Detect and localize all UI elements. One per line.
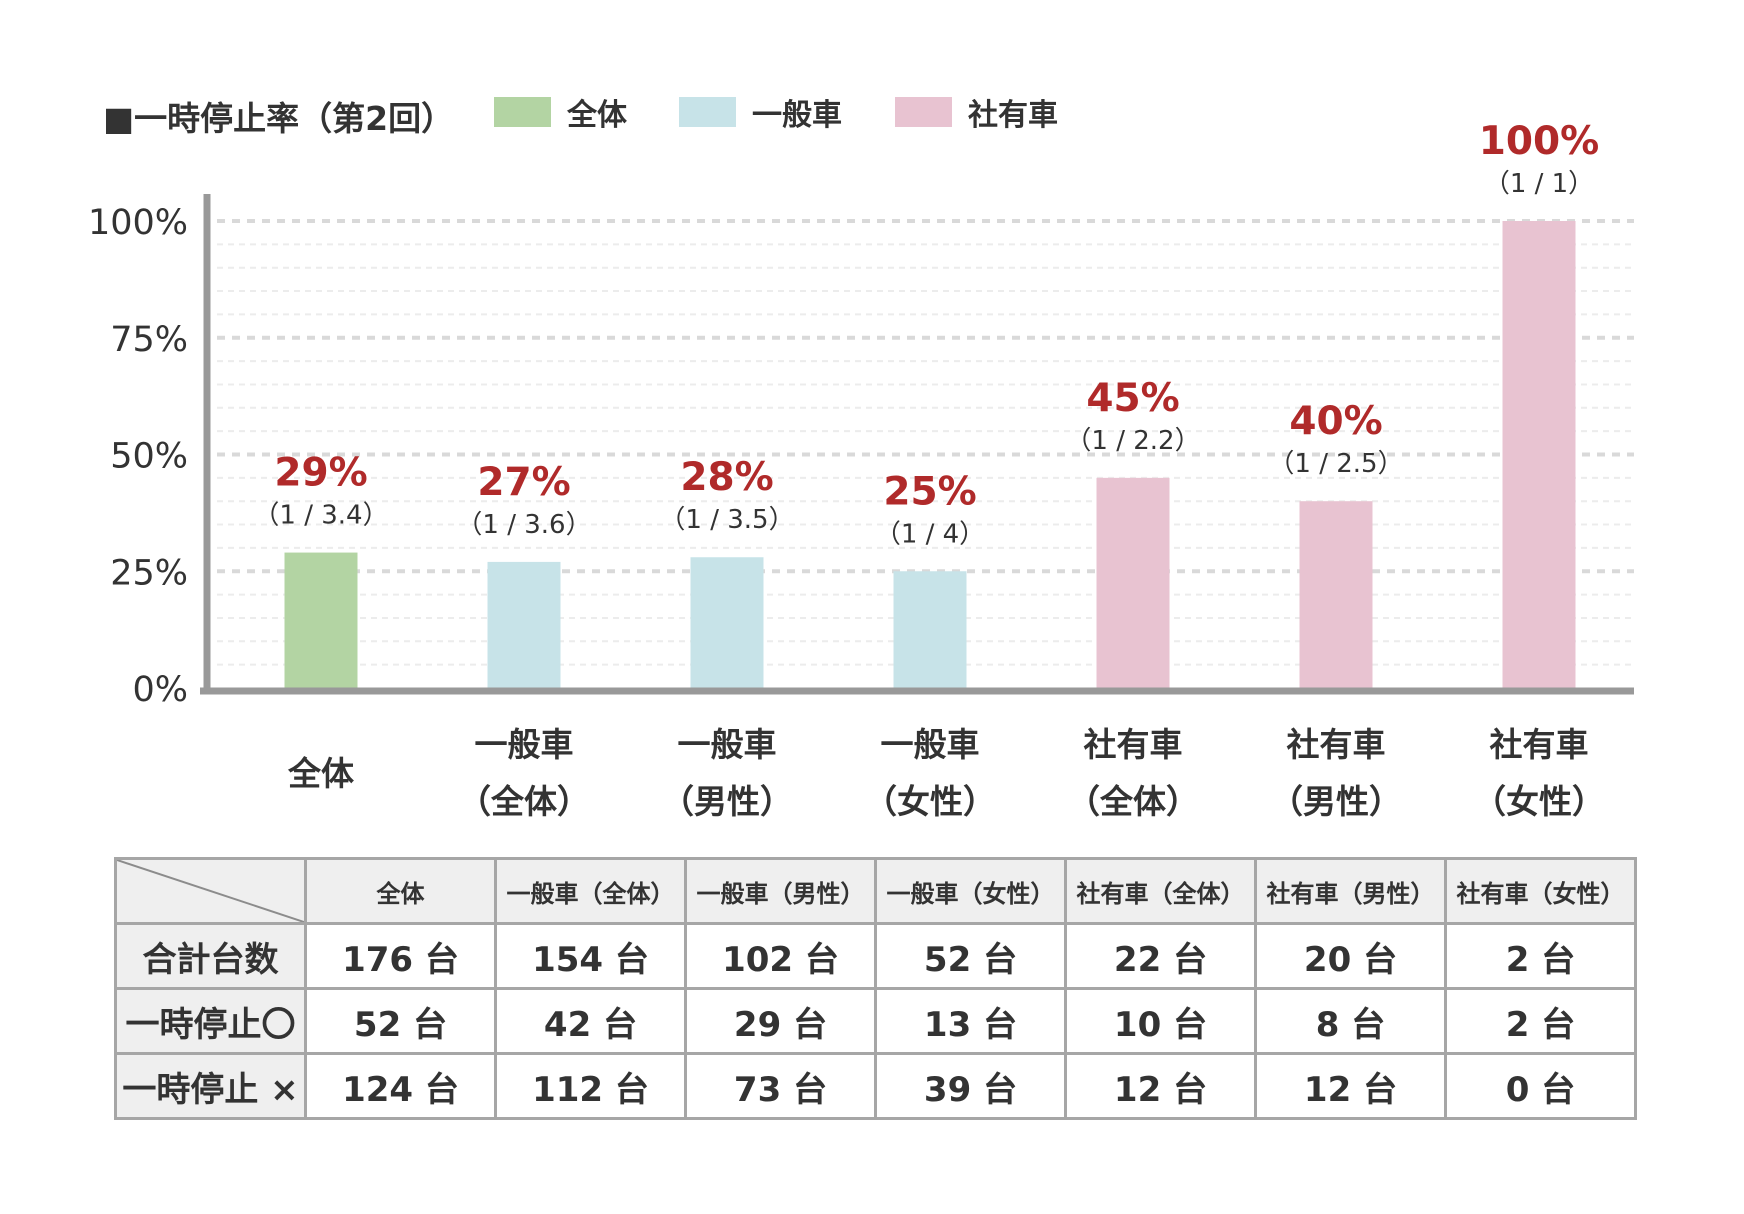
table-corner-cell [114,857,307,925]
ratio-label: （1 / 3.4） [253,501,388,531]
table-cell: 2 台 [1444,987,1637,1055]
x-tick-label: （女性） [864,782,996,821]
table-header-row: 全体 一般車（全体） 一般車（男性） 一般車（女性） 社有車（全体） 社有車（男… [114,857,1637,925]
table-cell: 73 台 [684,1052,877,1120]
x-tick-label: 社有車 [1084,725,1183,764]
table-cell: 52 台 [304,987,497,1055]
ratio-label: （1 / 2.2） [1065,426,1200,456]
data-label: 27% [477,460,570,505]
table-cell: 12 台 [1064,1052,1257,1120]
legend-title: ■一時停止率（第2回） [103,99,455,138]
table-cell: 8 台 [1254,987,1447,1055]
table-cell: 176 台 [304,922,497,990]
table-cell: 0 台 [1444,1052,1637,1120]
legend-label-all: 全体 [567,98,627,133]
ratio-label: （1 / 3.6） [456,510,591,540]
data-label: 25% [883,469,976,514]
y-tick-label: 75% [110,320,188,360]
table-row-stopped: 一時停止〇 52 台 42 台 29 台 13 台 10 台 8 台 2 台 [114,987,1637,1055]
table-cell: 124 台 [304,1052,497,1120]
y-tick-label: 100% [88,203,188,243]
ratio-label: （1 / 3.5） [659,505,794,535]
table-cell: 112 台 [494,1052,687,1120]
x-tick-label: （全体） [458,782,590,821]
bar [1502,221,1576,688]
bar [284,552,358,688]
legend-item-general: 一般車 [679,97,842,133]
legend-swatch-company [895,97,952,127]
table-cell: 22 台 [1064,922,1257,990]
y-tick-label: 25% [110,553,188,593]
row-label: 一時停止〇 [114,987,307,1055]
y-tick-label: 50% [110,437,188,477]
ratio-label: （1 / 2.5） [1268,449,1403,479]
legend-label-general: 一般車 [752,98,842,133]
table-header-cell: 全体 [304,857,497,925]
table-cell: 154 台 [494,922,687,990]
bar [487,561,561,688]
data-label: 40% [1289,399,1382,444]
table-cell: 42 台 [494,987,687,1055]
row-label: 一時停止 × [114,1052,307,1120]
table-header-cell: 一般車（全体） [494,857,687,925]
corner-diagonal-line [117,860,304,922]
bar [1299,501,1373,688]
legend-label-company: 社有車 [968,98,1058,133]
table-header-cell: 一般車（男性） [684,857,877,925]
y-tick-label: 0% [132,670,188,710]
data-label: 100% [1479,119,1600,164]
data-label: 29% [274,451,367,496]
table-cell: 13 台 [874,987,1067,1055]
ratio-label: （1 / 4） [875,519,985,549]
x-tick-label: （女性） [1473,782,1605,821]
x-tick-label: 一般車 [475,725,574,764]
table-header-cell: 社有車（全体） [1064,857,1257,925]
x-tick-label: 一般車 [678,725,777,764]
table-header-cell: 社有車（女性） [1444,857,1637,925]
data-label: 45% [1086,376,1179,421]
table-cell: 39 台 [874,1052,1067,1120]
x-tick-label: 社有車 [1490,725,1589,764]
table-header-cell: 社有車（男性） [1254,857,1447,925]
table-header-cell: 一般車（女性） [874,857,1067,925]
x-tick-label: 社有車 [1287,725,1386,764]
x-tick-label: 一般車 [881,725,980,764]
legend-item-all: 全体 [494,97,627,133]
table-cell: 29 台 [684,987,877,1055]
table-cell: 102 台 [684,922,877,990]
table-cell: 10 台 [1064,987,1257,1055]
table-cell: 52 台 [874,922,1067,990]
bar [690,557,764,688]
table-cell: 12 台 [1254,1052,1447,1120]
table-cell: 2 台 [1444,922,1637,990]
bar-chart: 0% 25% 50% 75% 100% 29% （1 / 3.4） 全体 27% （1 / 3.6… [88,119,1634,821]
row-label: 合計台数 [114,922,307,990]
ratio-label: （1 / 1） [1484,169,1594,199]
legend-item-company: 社有車 [895,97,1058,133]
legend-swatch-all [494,97,551,127]
table-cell: 20 台 [1254,922,1447,990]
bar [1096,477,1170,688]
x-tick-label: （男性） [661,782,793,821]
x-tick-label: （全体） [1067,782,1199,821]
table-row-total: 合計台数 176 台 154 台 102 台 52 台 22 台 20 台 2 … [114,922,1637,990]
table-row-not-stopped: 一時停止 × 124 台 112 台 73 台 39 台 12 台 12 台 0… [114,1052,1637,1120]
data-label: 28% [680,455,773,500]
x-tick-label: （男性） [1270,782,1402,821]
x-tick-label: 全体 [287,754,354,793]
summary-table: 全体 一般車（全体） 一般車（男性） 一般車（女性） 社有車（全体） 社有車（男… [114,857,1637,1120]
legend-swatch-general [679,97,736,127]
bar [893,571,967,688]
